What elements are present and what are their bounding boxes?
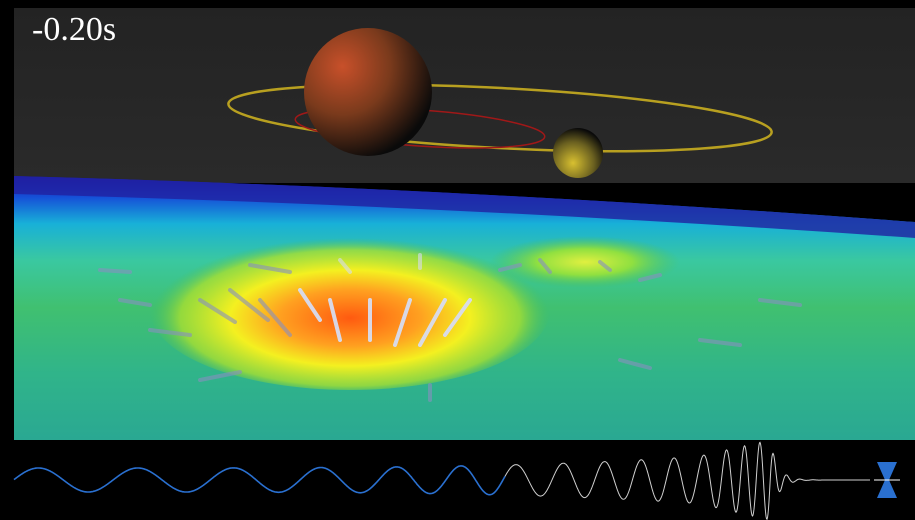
small-well <box>490 236 680 288</box>
field-arrow <box>100 270 130 272</box>
page: -0.20s (() => { const data = JSON.parse(… <box>0 0 915 520</box>
time-label: -0.20s <box>32 11 116 48</box>
large-well <box>150 230 550 390</box>
black-hole-small <box>553 128 603 178</box>
black-hole-large <box>304 28 432 156</box>
sky <box>14 8 915 183</box>
simulation-frame: -0.20s <box>0 0 915 520</box>
